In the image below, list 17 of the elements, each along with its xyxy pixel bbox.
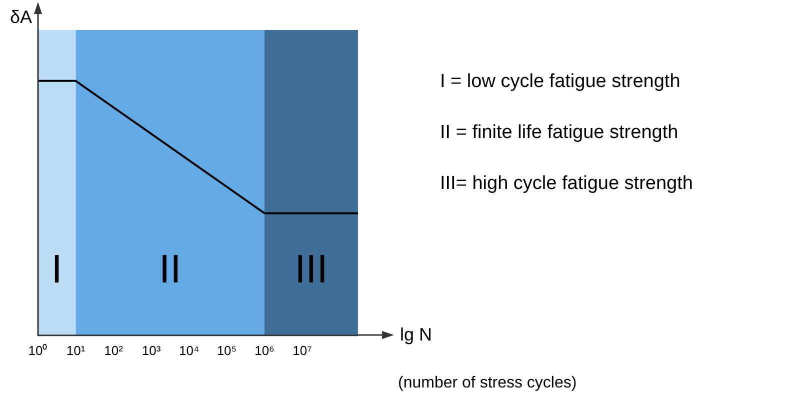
x-tick-label: 10³ xyxy=(142,342,162,358)
x-tick-label: 10¹ xyxy=(66,342,86,358)
x-tick-label: 10⁴ xyxy=(178,342,200,358)
text: II = finite life fatigue strength xyxy=(440,122,678,144)
y-axis-title: δA xyxy=(10,6,32,27)
x-axis-title: lg N xyxy=(400,324,432,344)
text: (number of stress cycles) xyxy=(398,374,577,392)
x-tick-label: 10⁰ xyxy=(28,342,48,358)
text: I = low cycle fatigue strength xyxy=(440,71,680,92)
x-tick-label: 10⁶ xyxy=(254,342,274,358)
band-label: I xyxy=(51,247,62,292)
text: III= high cycle fatigue strength xyxy=(440,173,693,194)
band-label: II xyxy=(159,247,182,292)
x-tick-label: 10² xyxy=(104,342,124,358)
band-label: III xyxy=(294,247,328,292)
x-tick-label: 10⁷ xyxy=(292,342,312,358)
x-tick-label: 10⁵ xyxy=(216,342,237,358)
